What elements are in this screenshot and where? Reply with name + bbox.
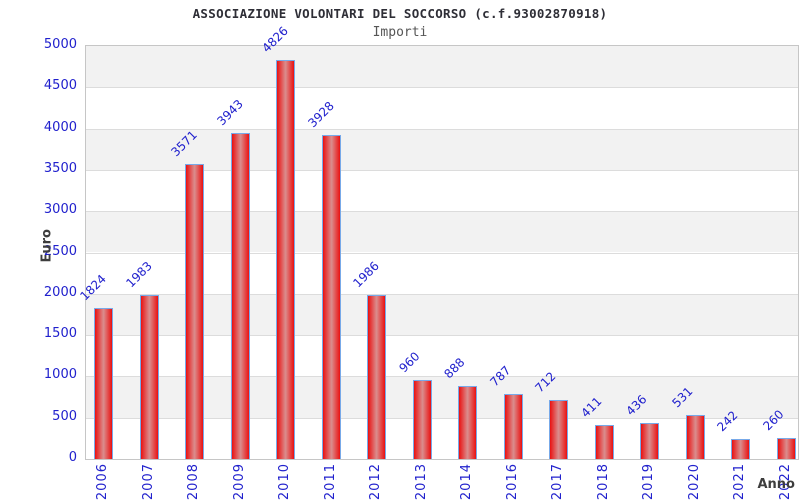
x-tick-text: 2020 <box>686 463 702 500</box>
y-tick-label: 2500 <box>43 243 77 259</box>
x-tick-text: 2009 <box>231 463 247 500</box>
y-tick-label: 4000 <box>43 119 77 135</box>
grid-band <box>86 169 798 212</box>
bar <box>503 393 523 459</box>
bar <box>594 425 614 459</box>
gridline <box>86 293 798 295</box>
gridline <box>86 335 798 337</box>
x-tick-text: 2021 <box>732 463 748 500</box>
x-tick-text: 2013 <box>413 463 429 500</box>
chart-title: ASSOCIAZIONE VOLONTARI DEL SOCCORSO (c.f… <box>192 6 608 21</box>
gridline <box>86 252 798 254</box>
x-tick-label: 2012 <box>368 463 384 500</box>
bar <box>185 164 205 459</box>
grid-band <box>86 87 798 129</box>
x-tick-label: 2007 <box>140 463 156 500</box>
x-tick-label: 2019 <box>641 463 657 500</box>
y-tick-label: 3000 <box>43 202 77 218</box>
y-tick-label: 1000 <box>43 367 77 383</box>
grid-band <box>86 128 798 170</box>
bar <box>321 134 341 459</box>
x-tick-label: 2010 <box>277 463 293 500</box>
x-tick-label: 2017 <box>550 463 566 500</box>
chart-subtitle: Importi <box>372 25 428 40</box>
gridline <box>86 417 798 419</box>
bar <box>276 60 296 459</box>
y-tick-label: 5000 <box>43 37 77 52</box>
x-axis-title: Anno <box>757 477 795 492</box>
x-tick-label: 2021 <box>732 463 748 500</box>
x-tick-text: 2007 <box>140 463 156 500</box>
y-tick-label: 0 <box>68 450 77 465</box>
x-tick-label: 2014 <box>459 463 475 500</box>
grid-band <box>86 293 798 336</box>
y-tick-label: 500 <box>52 408 77 424</box>
y-tick-label: 1500 <box>43 326 77 342</box>
y-tick-label: 2000 <box>43 284 77 300</box>
y-axis-title: Euro <box>39 229 55 263</box>
x-tick-label: 2006 <box>95 463 111 500</box>
x-tick-text: 2008 <box>186 463 202 500</box>
bar <box>94 308 113 459</box>
gridline <box>86 376 798 378</box>
grid-band <box>86 211 798 253</box>
bar <box>640 422 660 459</box>
x-tick-label: 2016 <box>504 463 520 500</box>
gridline <box>86 87 798 89</box>
plot-area <box>85 45 799 460</box>
bar <box>731 439 751 459</box>
bar <box>367 294 387 459</box>
bar <box>139 295 159 459</box>
x-tick-label: 2020 <box>686 463 702 500</box>
x-tick-label: 2013 <box>413 463 429 500</box>
bar <box>412 379 432 459</box>
grid-band <box>86 376 798 418</box>
y-tick-label: 3500 <box>43 160 77 176</box>
x-tick-label: 2011 <box>322 463 338 500</box>
x-tick-text: 2014 <box>459 463 475 500</box>
x-tick-label: 2009 <box>231 463 247 500</box>
bar <box>230 133 250 459</box>
x-tick-label: 2018 <box>595 463 611 500</box>
y-tick-label: 4500 <box>43 78 77 94</box>
bar <box>776 437 796 459</box>
x-tick-text: 2011 <box>322 463 338 500</box>
bar <box>685 415 705 459</box>
bar <box>458 385 478 459</box>
x-tick-text: 2006 <box>95 463 110 500</box>
bar <box>549 400 569 459</box>
grid-band <box>86 417 798 459</box>
x-tick-text: 2010 <box>277 463 293 500</box>
gridline <box>86 128 798 130</box>
x-tick-text: 2017 <box>550 463 566 500</box>
grid-band <box>86 335 798 377</box>
x-tick-text: 2018 <box>595 463 611 500</box>
gridline <box>86 169 798 171</box>
gridline <box>86 211 798 213</box>
grid-band <box>86 252 798 294</box>
x-tick-text: 2016 <box>504 463 520 500</box>
x-tick-text: 2019 <box>641 463 657 500</box>
x-tick-text: 2012 <box>368 463 384 500</box>
grid-band <box>86 46 798 88</box>
x-tick-label: 2008 <box>186 463 202 500</box>
